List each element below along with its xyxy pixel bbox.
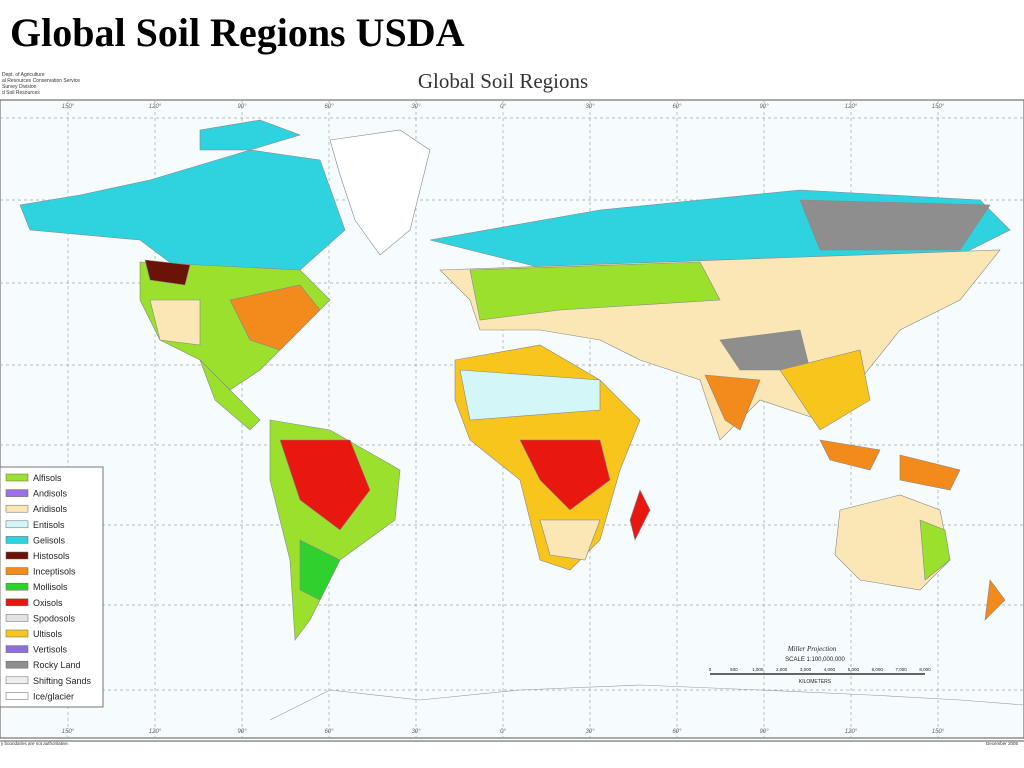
legend-swatch bbox=[5, 536, 29, 544]
land bbox=[19, 119, 1024, 721]
longitude-label: 60° bbox=[324, 104, 334, 110]
legend-label: Shifting Sands bbox=[33, 676, 92, 686]
longitude-label: 90° bbox=[759, 104, 769, 110]
legend-label: Gelisols bbox=[33, 535, 66, 545]
longitude-label: 60° bbox=[672, 729, 682, 735]
footer-date: December 2005 bbox=[986, 741, 1019, 746]
longitude-label: 30° bbox=[411, 104, 421, 110]
legend-swatch bbox=[5, 676, 29, 685]
scale-ticks: 0 500 1,000 2,000 3,000 4,000 5,000 6,000 7,000 8… bbox=[709, 667, 931, 672]
longitude-label: 120° bbox=[149, 729, 162, 735]
legend-label: Vertisols bbox=[33, 645, 68, 655]
legend-label: Ice/glacier bbox=[33, 691, 74, 701]
legend-label: Rocky Land bbox=[33, 660, 81, 670]
map-title: Global Soil Regions bbox=[418, 69, 588, 93]
longitude-label: 30° bbox=[585, 729, 595, 735]
longitude-label: 150° bbox=[932, 729, 945, 735]
agency-line: al Resources Conservation Service bbox=[2, 78, 80, 84]
longitude-label: 0° bbox=[500, 729, 506, 735]
longitude-label: 90° bbox=[759, 729, 769, 735]
scale-tick-label: 2,000 bbox=[776, 667, 788, 672]
legend-swatch bbox=[5, 567, 29, 575]
longitude-label: 60° bbox=[672, 104, 682, 110]
footer-note: y boundaries are not authoritative. bbox=[1, 741, 69, 746]
agency-line: d Soil Resources bbox=[2, 90, 40, 96]
longitude-label: 150° bbox=[62, 104, 75, 110]
legend-swatch bbox=[5, 473, 29, 482]
legend-swatch bbox=[5, 645, 29, 653]
projection: Miller Projection bbox=[787, 645, 837, 653]
scale-tick-label: 4,000 bbox=[824, 667, 836, 672]
legend-label: Inceptisols bbox=[33, 567, 76, 577]
legend-swatch bbox=[5, 629, 29, 638]
legend-swatch bbox=[5, 489, 29, 497]
legend-label: Oxisols bbox=[33, 598, 63, 608]
scale-tick-label: 3,000 bbox=[800, 667, 812, 672]
longitude-label: 0° bbox=[500, 104, 506, 110]
scale-tick-label: 1,000 bbox=[752, 667, 764, 672]
legend-swatch bbox=[5, 614, 29, 622]
scale-tick-label: 6,000 bbox=[872, 667, 884, 672]
agency-block: Dept. of Agriculture al Resources Conser… bbox=[2, 72, 80, 96]
legend-swatch bbox=[5, 598, 29, 607]
longitude-label: 30° bbox=[585, 104, 595, 110]
scale-tick-label: 8,000 bbox=[919, 667, 931, 672]
longitude-label: 120° bbox=[845, 104, 858, 110]
legend-swatch bbox=[5, 692, 29, 700]
longitude-labels: 150° 150° 120° 120° 90° 90° 60° 60° 30° 30° 0° 0° 30… bbox=[62, 104, 945, 735]
longitude-label: 30° bbox=[411, 729, 421, 735]
scale-tick-label: 7,000 bbox=[895, 667, 907, 672]
agency-line: Dept. of Agriculture bbox=[2, 72, 45, 78]
legend-swatch bbox=[5, 582, 29, 591]
legend-label: Spodosols bbox=[33, 613, 76, 623]
scale-unit: KILOMETERS bbox=[799, 679, 832, 685]
longitude-label: 90° bbox=[237, 104, 247, 110]
scale-tick-label: 0 bbox=[709, 667, 712, 672]
legend-label: Entisols bbox=[33, 520, 65, 530]
slide-title: Global Soil Regions USDA bbox=[10, 10, 465, 55]
legend-label: Aridisols bbox=[33, 504, 68, 514]
longitude-label: 90° bbox=[237, 729, 247, 735]
longitude-label: 60° bbox=[324, 729, 334, 735]
legend-label: Ultisols bbox=[33, 629, 63, 639]
scale-block: Miller Projection SCALE 1:100,000,000 KI… bbox=[710, 645, 925, 685]
legend-swatch bbox=[5, 520, 29, 529]
agency-line: Survey Division bbox=[2, 84, 37, 90]
legend-swatch bbox=[5, 660, 29, 669]
longitude-label: 120° bbox=[149, 104, 162, 110]
legend-label: Alfisols bbox=[33, 473, 62, 483]
legend-label: Andisols bbox=[33, 489, 68, 499]
legend-label: Mollisols bbox=[33, 582, 68, 592]
legend-swatch bbox=[5, 504, 29, 513]
longitude-label: 120° bbox=[845, 729, 858, 735]
longitude-label: 150° bbox=[932, 104, 945, 110]
legend-swatch bbox=[5, 551, 29, 560]
legend: Alfisols Andisols Aridisols Entisols Gelisol… bbox=[5, 473, 92, 701]
scale-ratio: SCALE 1:100,000,000 bbox=[785, 657, 845, 663]
longitude-label: 150° bbox=[62, 729, 75, 735]
scale-tick-label: 500 bbox=[730, 667, 738, 672]
scale-tick-label: 5,000 bbox=[848, 667, 860, 672]
legend-label: Histosols bbox=[33, 551, 70, 561]
